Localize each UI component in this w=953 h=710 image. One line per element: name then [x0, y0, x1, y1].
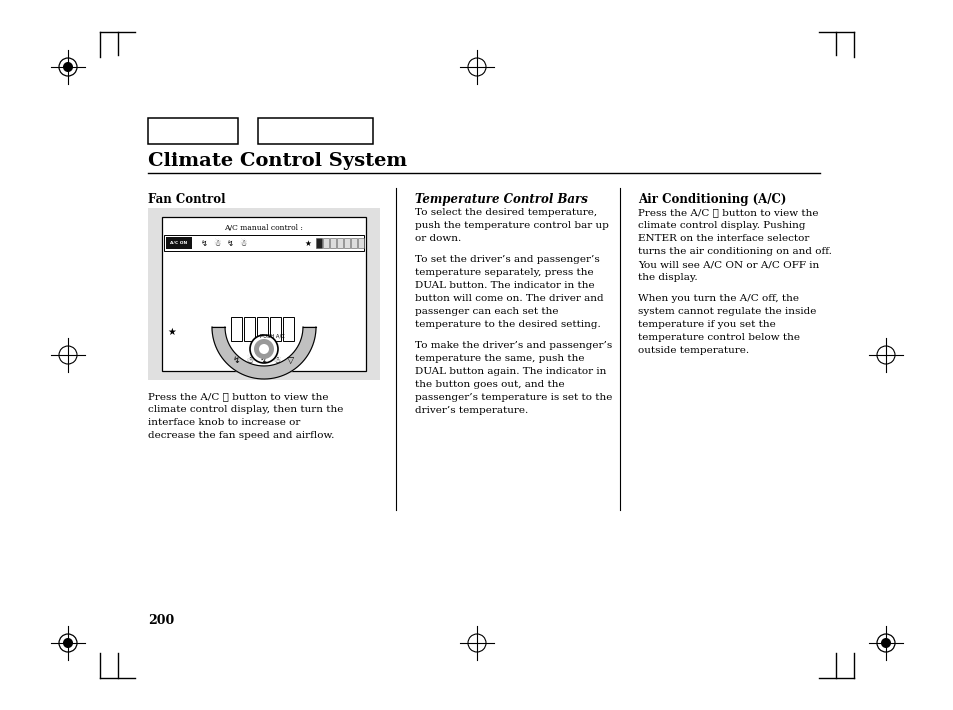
Text: system cannot regulate the inside: system cannot regulate the inside — [638, 307, 816, 316]
Text: ★: ★ — [304, 239, 311, 248]
Text: You will see A/C ON or A/C OFF in: You will see A/C ON or A/C OFF in — [638, 260, 819, 269]
Text: ↯: ↯ — [226, 239, 233, 248]
Text: A/C ON: A/C ON — [171, 241, 188, 245]
Bar — [244, 317, 255, 341]
Text: outside temperature.: outside temperature. — [638, 346, 748, 355]
Bar — [232, 317, 242, 341]
Text: decrease the fan speed and airflow.: decrease the fan speed and airflow. — [148, 431, 334, 440]
Bar — [315, 238, 322, 248]
Text: ↯  ☃  ↯  ☃  ▽: ↯ ☃ ↯ ☃ ▽ — [233, 356, 294, 365]
Circle shape — [64, 62, 72, 71]
Bar — [166, 237, 192, 249]
Text: push the temperature control bar up: push the temperature control bar up — [415, 221, 608, 230]
Text: PUSH A/C: PUSH A/C — [259, 333, 284, 338]
Text: climate control display. Pushing: climate control display. Pushing — [638, 221, 804, 230]
Text: To select the desired temperature,: To select the desired temperature, — [415, 208, 597, 217]
Text: driver’s temperature.: driver’s temperature. — [415, 406, 528, 415]
Text: A/C manual control :: A/C manual control : — [224, 224, 303, 232]
Text: turns the air conditioning on and off.: turns the air conditioning on and off. — [638, 247, 831, 256]
Text: When you turn the A/C off, the: When you turn the A/C off, the — [638, 294, 799, 303]
Circle shape — [253, 339, 274, 359]
Text: the display.: the display. — [638, 273, 697, 282]
Text: ☃: ☃ — [213, 239, 220, 248]
Text: interface knob to increase or: interface knob to increase or — [148, 418, 300, 427]
Text: Air Conditioning (A/C): Air Conditioning (A/C) — [638, 193, 785, 206]
Bar — [271, 317, 281, 341]
Bar — [344, 238, 350, 248]
Circle shape — [250, 335, 277, 363]
Text: Fan Control: Fan Control — [148, 193, 225, 206]
Text: temperature the same, push the: temperature the same, push the — [415, 354, 584, 363]
Text: ENTER on the interface selector: ENTER on the interface selector — [638, 234, 808, 243]
Text: To set the driver’s and passenger’s: To set the driver’s and passenger’s — [415, 255, 599, 264]
Text: Temperature Control Bars: Temperature Control Bars — [415, 193, 587, 206]
Bar — [162, 217, 366, 371]
Text: button will come on. The driver and: button will come on. The driver and — [415, 294, 603, 303]
Polygon shape — [212, 327, 315, 379]
Text: ☃: ☃ — [239, 239, 247, 248]
Bar — [351, 238, 356, 248]
Text: passenger can each set the: passenger can each set the — [415, 307, 558, 316]
Text: Press the A/C ★ button to view the: Press the A/C ★ button to view the — [638, 208, 818, 217]
Bar — [257, 317, 268, 341]
Bar — [323, 238, 329, 248]
Text: temperature to the desired setting.: temperature to the desired setting. — [415, 320, 600, 329]
Text: climate control display, then turn the: climate control display, then turn the — [148, 405, 343, 414]
Bar — [164, 235, 364, 251]
Text: ★: ★ — [168, 327, 176, 337]
Bar — [357, 238, 364, 248]
Text: temperature separately, press the: temperature separately, press the — [415, 268, 593, 277]
Text: passenger’s temperature is set to the: passenger’s temperature is set to the — [415, 393, 612, 402]
Bar — [336, 238, 343, 248]
Text: 200: 200 — [148, 614, 174, 627]
Bar — [257, 118, 373, 144]
Text: To make the driver’s and passenger’s: To make the driver’s and passenger’s — [415, 341, 612, 350]
Text: Press the A/C ★ button to view the: Press the A/C ★ button to view the — [148, 392, 328, 401]
Text: temperature if you set the: temperature if you set the — [638, 320, 775, 329]
Circle shape — [258, 344, 269, 354]
Text: ↯: ↯ — [200, 239, 208, 248]
Bar — [330, 238, 335, 248]
Text: DUAL button. The indicator in the: DUAL button. The indicator in the — [415, 281, 594, 290]
Text: temperature control below the: temperature control below the — [638, 333, 800, 342]
Text: Climate Control System: Climate Control System — [148, 152, 407, 170]
Circle shape — [64, 639, 72, 648]
Bar — [148, 208, 379, 380]
Bar — [283, 317, 294, 341]
Bar — [148, 118, 237, 144]
Text: DUAL button again. The indicator in: DUAL button again. The indicator in — [415, 367, 606, 376]
Text: or down.: or down. — [415, 234, 460, 243]
Circle shape — [881, 639, 889, 648]
Text: the button goes out, and the: the button goes out, and the — [415, 380, 564, 389]
